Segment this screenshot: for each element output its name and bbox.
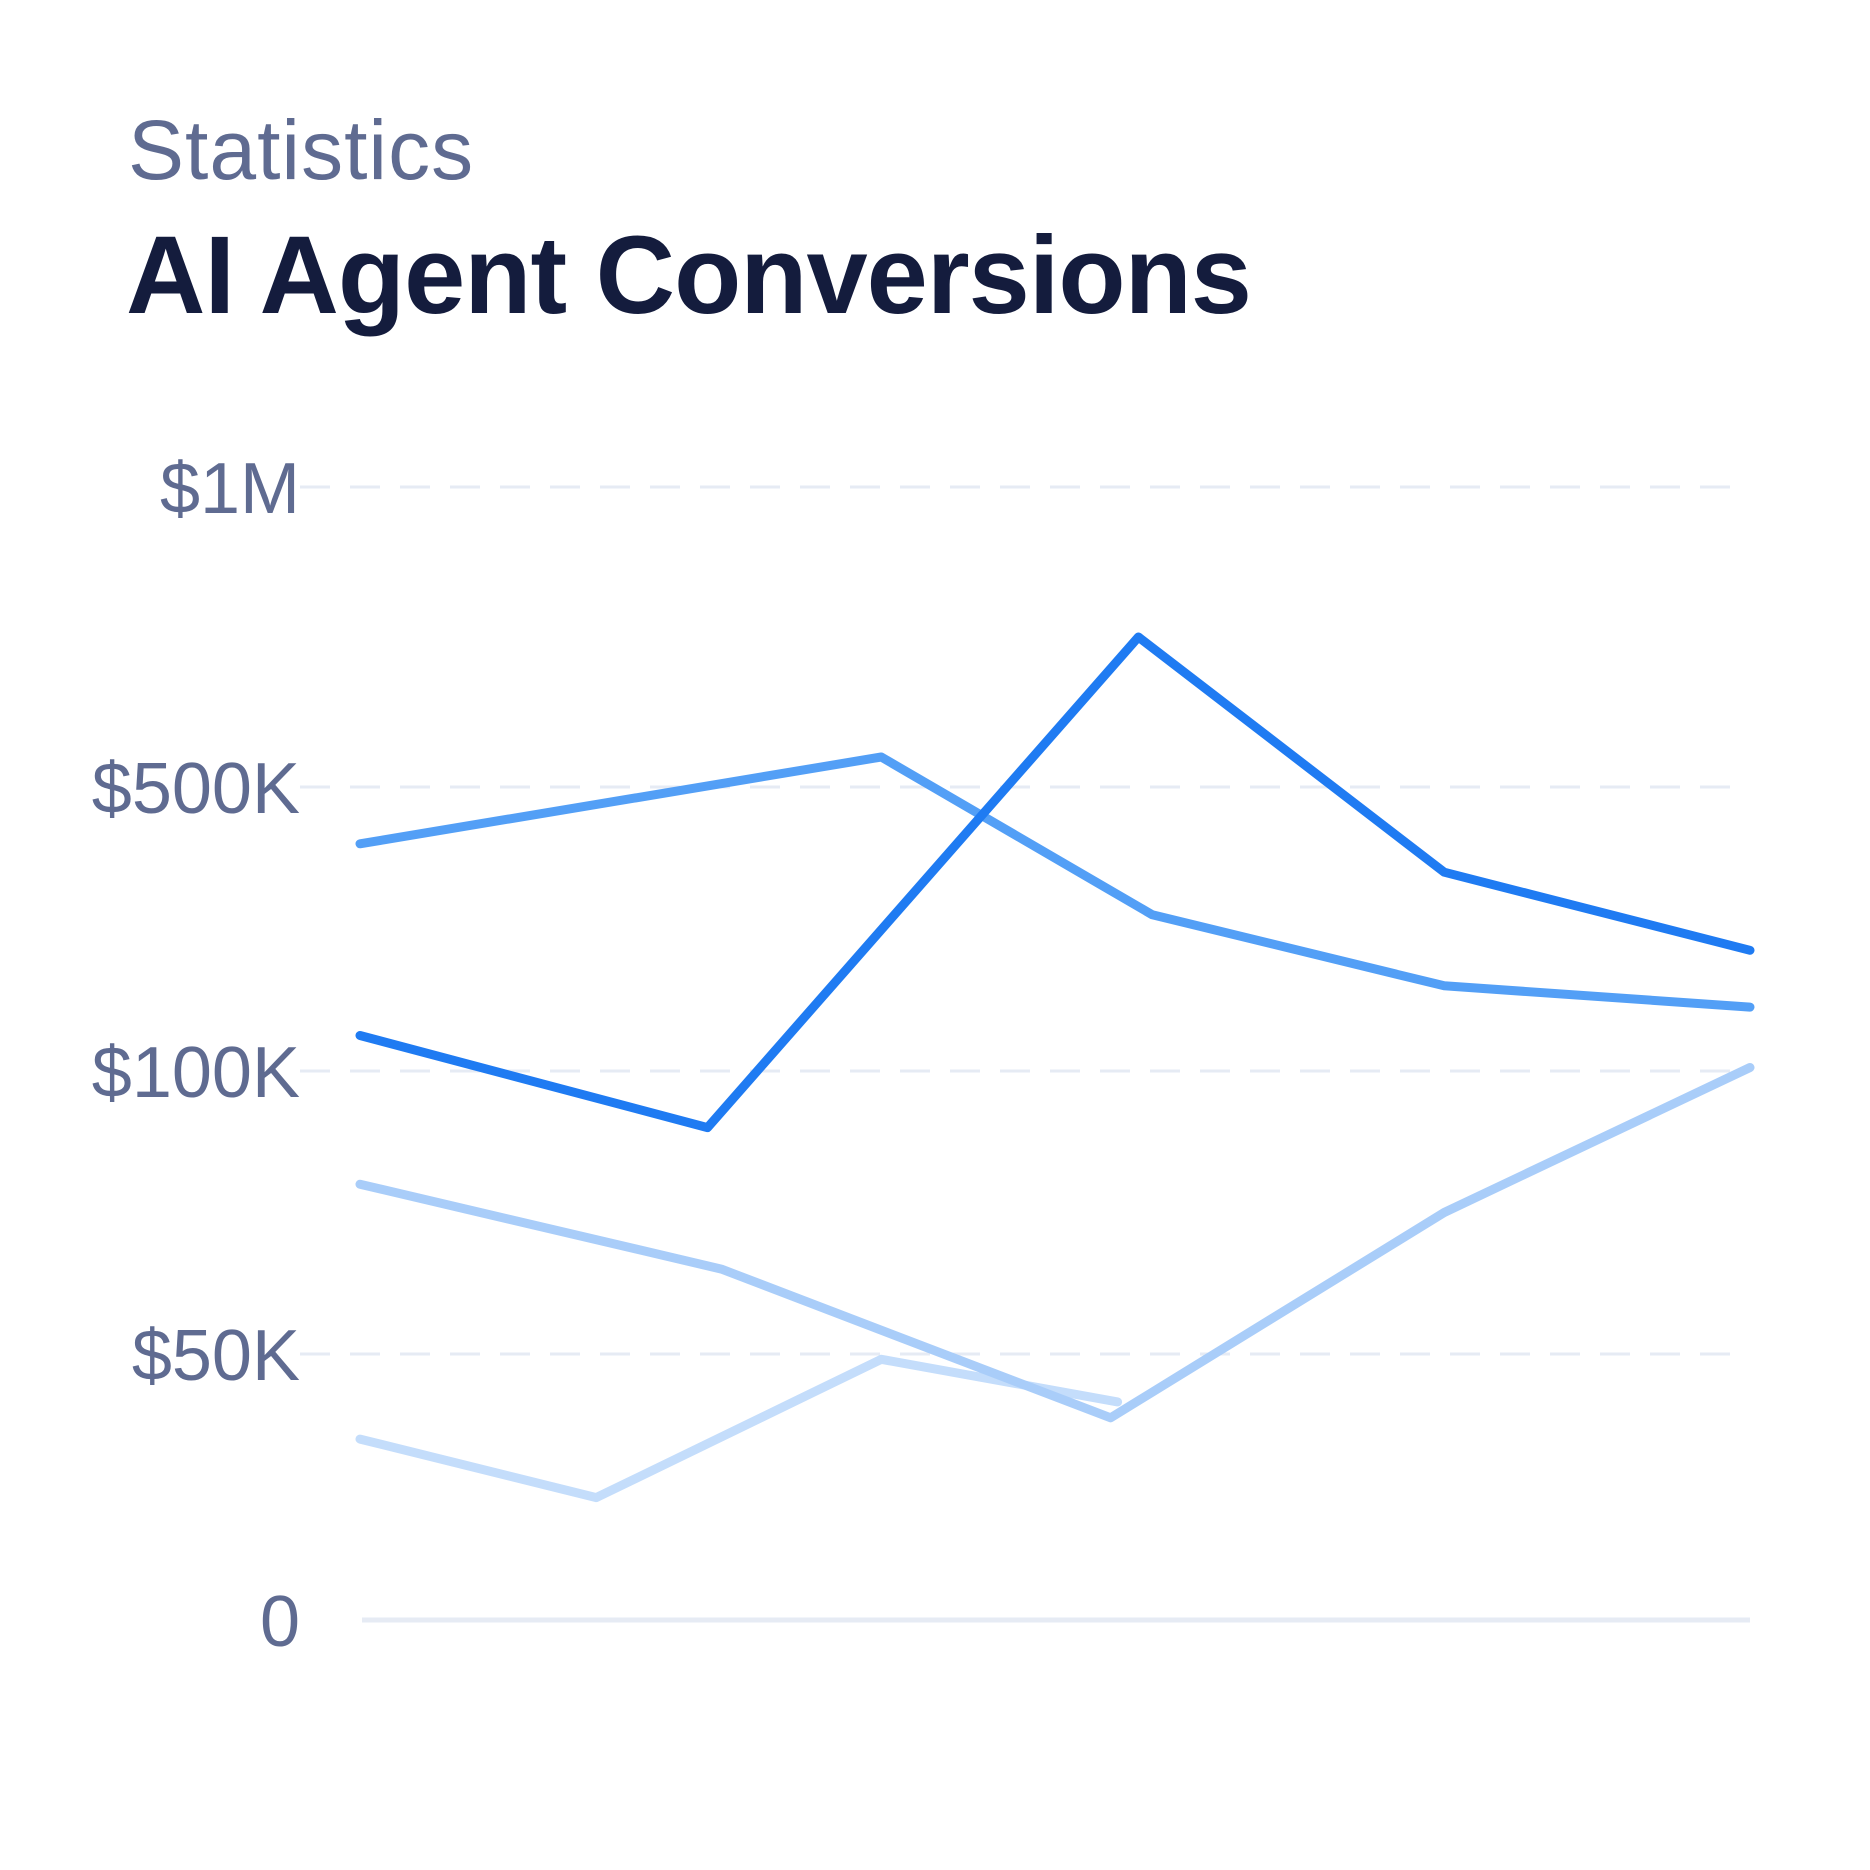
series-line-4 bbox=[355, 1354, 1123, 1503]
series-line-2 bbox=[355, 752, 1755, 1012]
y-tick-label: $500K bbox=[92, 749, 300, 829]
grid-layer bbox=[300, 485, 1750, 1623]
y-tick-label: $50K bbox=[132, 1316, 300, 1396]
series-layer bbox=[355, 632, 1755, 1503]
y-tick-label: $100K bbox=[92, 1033, 300, 1113]
card-title: AI Agent Conversions bbox=[126, 214, 1252, 337]
y-tick-label: 0 bbox=[260, 1582, 300, 1662]
y-tick-label: $1M bbox=[160, 449, 300, 529]
series-line-3 bbox=[355, 1063, 1755, 1423]
card-eyebrow: Statistics bbox=[128, 103, 475, 197]
y-axis-ticks: $1M $500K $100K $50K 0 bbox=[92, 449, 300, 1662]
series-line-1 bbox=[355, 632, 1755, 1133]
